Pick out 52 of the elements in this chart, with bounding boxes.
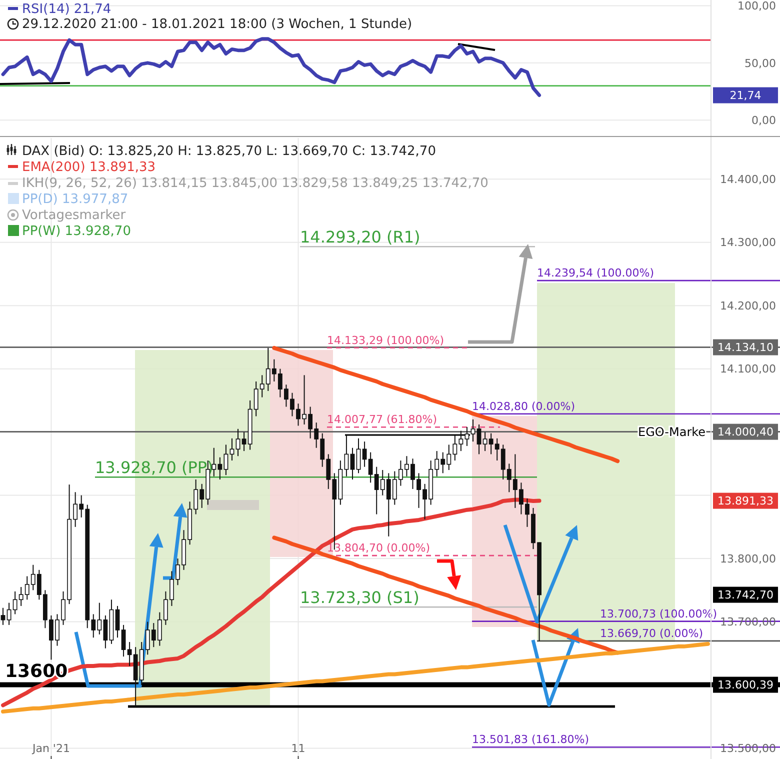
- ref-line-label: 14.007,77 (61.80%): [327, 413, 438, 426]
- legend-label: RSI(14) 21,74: [22, 2, 112, 17]
- candlestick: [356, 438, 361, 474]
- candlestick: [230, 438, 234, 462]
- annotation: 13600: [5, 660, 68, 682]
- ref-line-label: 13.723,30 (S1): [300, 588, 420, 608]
- ref-line-label: 13.804,70 (0.00%): [327, 542, 430, 555]
- candlestick: [242, 432, 246, 452]
- candlestick: [476, 424, 482, 455]
- y-tick-label: 14.200,00: [720, 299, 776, 312]
- annotation: 29.12.2020 21:00 - 18.01.2021 18:00 (3 Wochen, 1 Stunde): [22, 17, 412, 32]
- ref-line-label: 14.239,54 (100.00%): [537, 266, 654, 280]
- annotation: PP(W) 13.928,70: [22, 224, 131, 239]
- candlestick: [362, 441, 367, 468]
- candlestick: [236, 428, 240, 457]
- text: 13.742,70: [718, 588, 774, 602]
- ref-line-label: 14.133,29 (100.00%): [327, 334, 444, 347]
- line-series: [1, 37, 542, 98]
- ref-line-label: 14.134,10: [718, 341, 774, 354]
- y-tick-label: 14.400,00: [720, 172, 776, 186]
- y-tick-label: 100,00: [738, 0, 776, 13]
- annotation: IKH(9, 26, 52, 26) 13.814,15 13.845,00 13.829,58 13.849,25 13.742,70: [22, 176, 488, 191]
- annotation: PP(D) 13.977,87: [22, 192, 128, 207]
- y-tick-label: 14.300,00: [720, 236, 776, 250]
- candlestick: [464, 426, 470, 446]
- x-tick-label: 11: [291, 742, 306, 755]
- y-tick-label: 14.100,00: [720, 362, 776, 376]
- line-series: [1, 642, 710, 714]
- ref-line-label: 13.600,39: [718, 678, 774, 692]
- y-tick-label: 0,00: [752, 114, 776, 127]
- candlestick: [0, 607, 6, 626]
- candlestick: [344, 434, 349, 477]
- candlestick: [350, 447, 355, 480]
- text: DAX (Bid) O: 13.825,20 H: 13.825,70 L: 13.669,70 C: 13.742,70: [22, 144, 436, 159]
- ref-line-label: 13.700,73 (100.00%): [600, 607, 718, 620]
- candlestick: [115, 605, 120, 638]
- candlestick: [6, 602, 12, 626]
- candlestick: [121, 624, 126, 658]
- y-tick-label: 13.800,00: [720, 552, 776, 566]
- y-tick-label: 50,00: [744, 56, 776, 70]
- text: 21,74: [730, 89, 762, 102]
- legend-label: EMA(200) 13.891,33: [22, 160, 156, 175]
- candlestick: [470, 418, 476, 442]
- ref-line-label: 14.028,80 (0.00%): [472, 400, 576, 413]
- line-series: [272, 346, 620, 464]
- annotation: Vortagesmarker: [22, 208, 126, 223]
- x-tick-label: Jan '21: [31, 742, 70, 755]
- text: 13.891,33: [718, 494, 774, 508]
- ref-line-label: 13.669,70 (0.00%): [600, 626, 704, 640]
- ref-line-label: 13.501,83 (161.80%): [472, 733, 590, 746]
- ref-line-label: 14.000,40: [718, 426, 774, 439]
- ref-line-label: 14.293,20 (R1): [300, 228, 420, 247]
